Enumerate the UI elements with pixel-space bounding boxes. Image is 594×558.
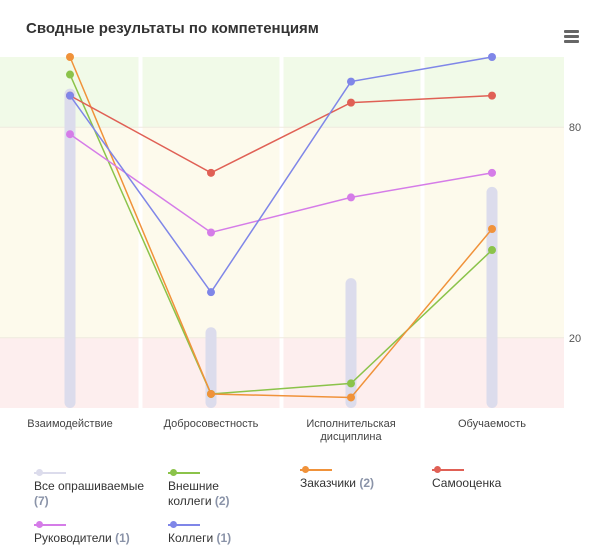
legend-swatch [300, 465, 332, 475]
legend-count: (2) [359, 476, 374, 490]
legend-swatch [168, 520, 200, 530]
legend-label: Руководители [34, 531, 116, 545]
series-point-3-1 [207, 228, 215, 237]
legend-item-external-colleagues[interactable]: Внешние коллеги (2) [168, 469, 248, 509]
series-point-4-2 [347, 77, 355, 86]
series-point-1-2 [347, 393, 355, 402]
legend-label: Коллеги [168, 531, 217, 545]
series-point-1-1 [207, 389, 215, 398]
series-point-2-2 [347, 98, 355, 107]
series-line-2 [69, 94, 493, 174]
x-tick-label-2: Исполнительская дисциплина [306, 418, 395, 443]
bar-all-respondents-2 [345, 278, 357, 408]
legend-swatch [432, 465, 464, 475]
legend-label: Внешние коллеги [168, 479, 219, 508]
series-point-1-0 [66, 53, 74, 61]
chart-plot: 20 80 Взаимодействие Добросовестность Исполн… [0, 53, 581, 443]
legend-swatch [34, 520, 66, 530]
legend-item-self-assessment[interactable]: Самооценка [432, 466, 552, 491]
series-point-0-2 [347, 379, 355, 388]
x-tick-label-0: Взаимодействие [27, 418, 112, 430]
y-tick-label-1: 80 [569, 122, 581, 134]
legend-count: (1) [115, 531, 130, 545]
series-point-3-2 [347, 193, 355, 202]
series-point-2-3 [488, 91, 496, 100]
x-tick-label-1: Добросовестность [164, 418, 259, 430]
legend-item-all-respondents[interactable]: Все опрашиваемые (7) [34, 469, 144, 509]
legend-count: (1) [216, 531, 232, 545]
legend-count: (7) [34, 494, 49, 508]
series-line-1 [69, 56, 493, 399]
menu-icon[interactable] [564, 30, 579, 43]
series-point-4-1 [207, 288, 215, 297]
legend-label: Самооценка [432, 476, 502, 490]
series-point-0-3 [488, 246, 496, 255]
bar-all-respondents-3 [486, 186, 498, 408]
legend-item-colleagues[interactable]: Коллеги (1) [168, 521, 288, 546]
x-tick-label-3: Обучаемость [458, 418, 526, 430]
legend-swatch [168, 468, 200, 478]
legend-label: Заказчики [300, 476, 360, 490]
legend-swatch [34, 468, 66, 478]
chart-title: Сводные результаты по компетенциям [26, 20, 319, 37]
series-point-3-0 [66, 130, 74, 139]
series-point-1-3 [488, 224, 496, 233]
legend-label: Все опрашиваемые [34, 479, 144, 493]
series-point-2-1 [207, 168, 215, 177]
legend-count: (2) [214, 494, 230, 508]
series-point-0-0 [66, 70, 74, 79]
bar-all-respondents-0 [64, 88, 76, 408]
series-line-0 [69, 74, 493, 395]
series-line-3 [69, 133, 493, 234]
series-point-4-3 [488, 53, 496, 61]
series-point-4-0 [66, 91, 74, 100]
series-line-4 [69, 56, 493, 294]
y-tick-label-0: 20 [569, 333, 581, 345]
legend-item-managers[interactable]: Руководители (1) [34, 521, 154, 546]
legend-item-customers[interactable]: Заказчики (2) [300, 466, 420, 491]
series-point-3-3 [488, 168, 496, 177]
